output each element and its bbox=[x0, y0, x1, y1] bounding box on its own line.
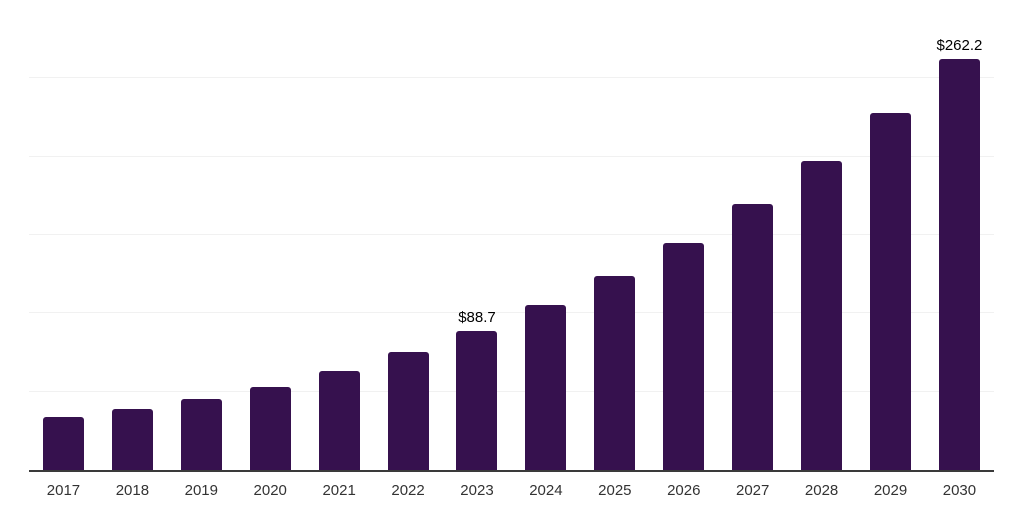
data-label-2023: $88.7 bbox=[458, 309, 496, 326]
bar-2023 bbox=[456, 331, 498, 470]
bar-column-2023: $88.7 bbox=[443, 0, 512, 470]
bar-column-2026 bbox=[649, 0, 718, 470]
bar-2030 bbox=[938, 59, 980, 470]
bar-2021 bbox=[318, 370, 360, 470]
x-tick-2017: 2017 bbox=[46, 482, 81, 499]
x-tick-2020: 2020 bbox=[253, 482, 287, 499]
x-tick-2030: 2030 bbox=[942, 482, 977, 499]
plot-area: $88.7 $262.2 bbox=[29, 0, 994, 472]
bar-2022 bbox=[387, 352, 429, 470]
x-tick-2027: 2027 bbox=[735, 482, 770, 499]
x-axis-line bbox=[29, 470, 994, 472]
bar-2024 bbox=[525, 304, 567, 470]
bar-column-2029 bbox=[856, 0, 925, 470]
bar-column-2027 bbox=[718, 0, 787, 470]
gridline-200 bbox=[29, 155, 994, 157]
bar-2019 bbox=[180, 399, 222, 470]
bar-2028 bbox=[801, 160, 843, 470]
bar-2020 bbox=[249, 387, 291, 470]
x-tick-2024: 2024 bbox=[529, 482, 563, 499]
gridline-100 bbox=[29, 312, 994, 314]
bar-column-2024 bbox=[511, 0, 580, 470]
gridline-50 bbox=[29, 390, 994, 392]
bar-column-2019 bbox=[167, 0, 236, 470]
bar-column-2028 bbox=[787, 0, 856, 470]
x-tick-2026: 2026 bbox=[667, 482, 701, 499]
x-tick-2021: 2021 bbox=[322, 482, 356, 499]
bar-2025 bbox=[594, 275, 636, 470]
bar-column-2030: $262.2 bbox=[925, 0, 994, 470]
x-tick-2029: 2029 bbox=[873, 482, 908, 499]
x-tick-2022: 2022 bbox=[391, 482, 425, 499]
bar-column-2017 bbox=[29, 0, 98, 470]
bar-column-2025 bbox=[580, 0, 649, 470]
x-tick-2025: 2025 bbox=[598, 482, 632, 499]
x-tick-2028: 2028 bbox=[804, 482, 839, 499]
bar-column-2022 bbox=[374, 0, 443, 470]
gridline-250 bbox=[29, 77, 994, 79]
bar-column-2020 bbox=[236, 0, 305, 470]
bar-column-2021 bbox=[305, 0, 374, 470]
data-label-2030: $262.2 bbox=[936, 37, 983, 55]
bar-2018 bbox=[111, 409, 153, 470]
bar-2026 bbox=[663, 242, 705, 470]
bar-2029 bbox=[870, 112, 912, 470]
x-tick-2019: 2019 bbox=[184, 482, 218, 499]
x-tick-2023: 2023 bbox=[460, 482, 494, 499]
x-axis-tick-labels: 2017 2018 2019 2020 2021 2022 2023 2024 2025 2026… bbox=[29, 482, 994, 500]
gridline-150 bbox=[29, 234, 994, 235]
bar-2017 bbox=[42, 417, 84, 470]
bar-2027 bbox=[732, 204, 774, 470]
bar-column-2018 bbox=[98, 0, 167, 470]
bars-row: $88.7 $262.2 bbox=[29, 0, 994, 470]
x-tick-2018: 2018 bbox=[115, 482, 150, 499]
